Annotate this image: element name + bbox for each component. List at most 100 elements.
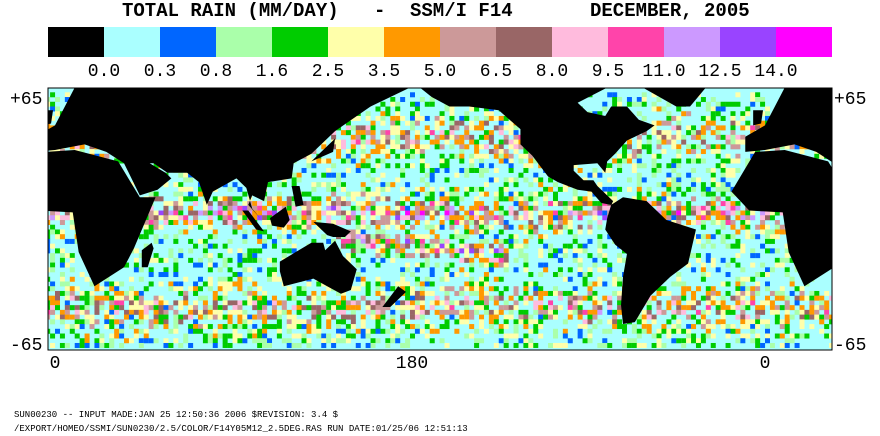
rain-cell bbox=[710, 205, 716, 211]
rain-cell bbox=[286, 290, 292, 296]
rain-cell bbox=[119, 324, 125, 330]
rain-cell bbox=[474, 305, 480, 311]
rain-cell bbox=[479, 163, 485, 169]
rain-cell bbox=[360, 243, 366, 249]
rain-cell bbox=[222, 290, 228, 296]
rain-cell bbox=[434, 295, 440, 301]
rain-cell bbox=[513, 191, 519, 197]
rain-cell bbox=[48, 305, 51, 311]
rain-cell bbox=[464, 172, 470, 178]
rain-cell bbox=[572, 286, 578, 292]
rain-cell bbox=[79, 319, 85, 325]
land bbox=[753, 110, 764, 126]
rain-cell bbox=[794, 300, 800, 306]
rain-cell bbox=[572, 186, 578, 192]
rain-cell bbox=[370, 139, 376, 145]
rain-cell bbox=[493, 153, 499, 159]
rain-cell bbox=[745, 276, 751, 282]
rain-cell bbox=[725, 234, 731, 240]
rain-cell bbox=[592, 257, 598, 263]
rain-cell bbox=[523, 201, 529, 207]
rain-cell bbox=[424, 324, 430, 330]
rain-cell bbox=[661, 134, 667, 140]
rain-cell bbox=[730, 144, 736, 150]
rain-cell bbox=[567, 290, 573, 296]
rain-cell bbox=[395, 281, 401, 287]
rain-cell bbox=[794, 286, 800, 292]
rain-cell bbox=[774, 333, 780, 339]
rain-cell bbox=[311, 324, 317, 330]
rain-cell bbox=[666, 201, 672, 207]
rain-cell bbox=[311, 290, 317, 296]
rain-cell bbox=[89, 300, 95, 306]
rain-cell bbox=[350, 139, 356, 145]
rain-cell bbox=[390, 238, 396, 244]
rain-cell bbox=[695, 286, 701, 292]
rain-cell bbox=[375, 338, 381, 344]
rain-cell bbox=[193, 210, 199, 216]
rain-cell bbox=[769, 290, 775, 296]
rain-cell bbox=[326, 196, 332, 202]
rain-cell bbox=[454, 153, 460, 159]
rain-cell bbox=[602, 257, 608, 263]
rain-cell bbox=[449, 215, 455, 221]
rain-cell bbox=[597, 267, 603, 273]
rain-cell bbox=[414, 191, 420, 197]
rain-cell bbox=[508, 210, 514, 216]
rain-cell bbox=[48, 229, 51, 235]
rain-cell bbox=[483, 210, 489, 216]
rain-cell bbox=[311, 172, 317, 178]
rain-cell bbox=[562, 224, 568, 230]
rain-cell bbox=[765, 281, 770, 287]
rain-cell bbox=[518, 153, 524, 159]
rain-cell bbox=[301, 338, 307, 344]
rain-cell bbox=[350, 191, 356, 197]
rain-cell bbox=[138, 295, 144, 301]
rain-cell bbox=[735, 210, 741, 216]
rain-cell bbox=[582, 295, 588, 301]
rain-cell bbox=[202, 205, 208, 211]
rain-cell bbox=[178, 210, 184, 216]
rain-cell bbox=[750, 97, 756, 103]
rain-cell bbox=[439, 324, 445, 330]
rain-cell bbox=[681, 286, 687, 292]
rain-cell bbox=[681, 295, 687, 301]
rain-cell bbox=[543, 191, 549, 197]
rain-cell bbox=[444, 134, 450, 140]
rain-cell bbox=[488, 210, 494, 216]
rain-cell bbox=[730, 295, 736, 301]
rain-cell bbox=[691, 134, 697, 140]
rain-cell bbox=[360, 328, 366, 334]
rain-cell bbox=[331, 191, 337, 197]
rain-cell bbox=[681, 290, 687, 296]
rain-cell bbox=[109, 295, 115, 301]
rain-cell bbox=[405, 149, 411, 155]
legend: 0.0 0.3 0.8 1.6 2.5 3.5 5.0 6.5 8.0 9.5 11.0 12.5 14… bbox=[48, 27, 832, 82]
rain-cell bbox=[622, 158, 628, 164]
rain-cell bbox=[538, 191, 544, 197]
rain-cell bbox=[523, 229, 529, 235]
rain-cell bbox=[148, 220, 154, 225]
rain-cell bbox=[483, 328, 489, 334]
rain-cell bbox=[661, 328, 667, 334]
rain-cell bbox=[429, 324, 435, 330]
rain-cell bbox=[483, 229, 489, 235]
rain-cell bbox=[661, 324, 667, 330]
rain-cell bbox=[178, 196, 184, 202]
rain-cell bbox=[336, 338, 342, 344]
rain-cell bbox=[212, 229, 218, 235]
rain-cell bbox=[479, 158, 485, 164]
rain-cell bbox=[429, 172, 435, 178]
rain-cell bbox=[705, 253, 711, 259]
rain-cell bbox=[410, 286, 415, 292]
rain-cell bbox=[819, 328, 825, 334]
footer-line: SUN00230 -- INPUT MADE:JAN 25 12:50:36 2… bbox=[14, 410, 339, 420]
rain-cell bbox=[676, 220, 682, 225]
rain-cell bbox=[104, 153, 110, 159]
rain-cell bbox=[50, 229, 56, 235]
rain-cell bbox=[375, 300, 381, 306]
rain-cell bbox=[385, 186, 391, 192]
rain-cell bbox=[340, 300, 346, 306]
rain-cell bbox=[424, 191, 430, 197]
rain-cell bbox=[533, 191, 539, 197]
